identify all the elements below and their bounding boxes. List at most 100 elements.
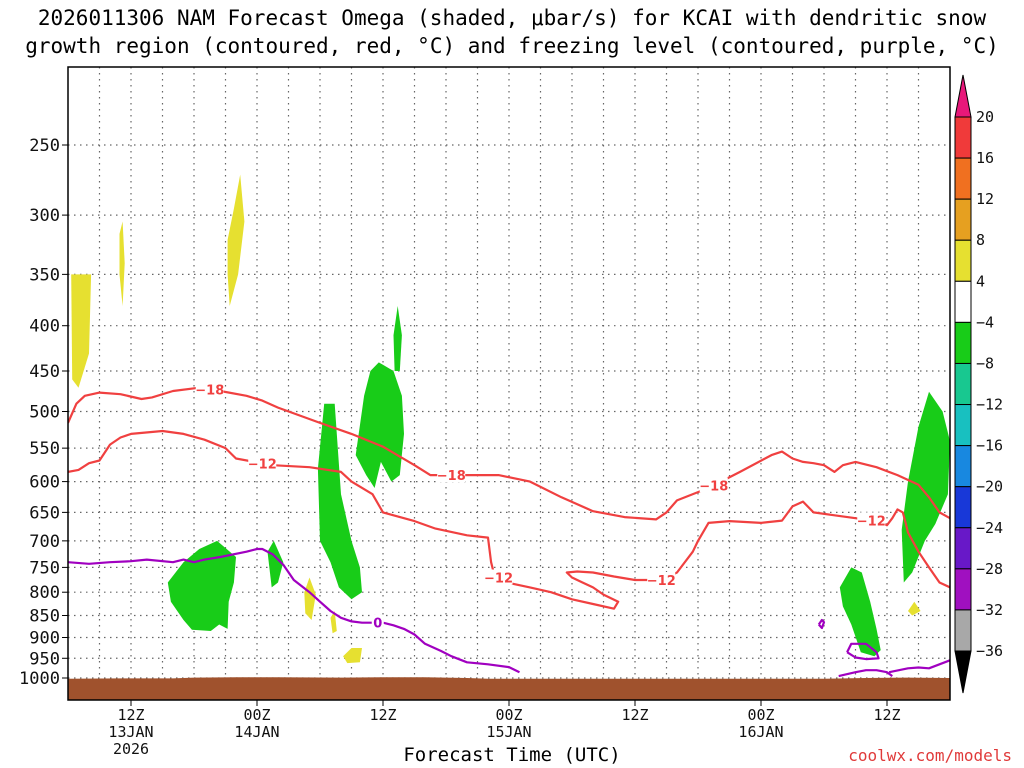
ytick-label-700: 700 [29, 532, 60, 552]
colorbar-swatch-0 [954, 116, 972, 159]
colorbar-swatch-3 [954, 239, 972, 282]
xtick-label-3-1: 15JAN [486, 723, 531, 741]
ytick-label-1000: 1000 [19, 669, 60, 689]
xtick-label-6-0: 12Z [873, 706, 900, 724]
colorbar-swatch-6 [954, 362, 972, 406]
ytick-label-600: 600 [29, 473, 60, 493]
omega-region-8 [267, 540, 284, 588]
omega-region-4 [330, 611, 337, 634]
ytick-label-450: 450 [29, 362, 60, 382]
contour-label-0-0: −18 [195, 383, 224, 398]
x-axis-label: Forecast Time (UTC) [403, 744, 621, 766]
colorbar-label-4: 4 [976, 272, 985, 290]
ytick-label-800: 800 [29, 583, 60, 603]
colorbar-swatch-8 [954, 445, 972, 488]
ytick-label-750: 750 [29, 558, 60, 578]
contour-0-3 [817, 618, 826, 630]
contour-label-bg-0-0 [195, 381, 224, 397]
colorbar-label-12: −32 [976, 601, 1003, 619]
ytick-label-350: 350 [29, 265, 60, 285]
omega-region-3 [304, 577, 316, 620]
contour-label-bg-1-3 [857, 512, 886, 528]
ytick-label-900: 900 [29, 628, 60, 648]
contour-label-bg-1-0 [248, 455, 277, 471]
colorbar-swatch-5 [954, 321, 972, 364]
omega-region-9 [317, 403, 362, 600]
colorbar-label-1: 16 [976, 149, 994, 167]
ytick-label-250: 250 [29, 136, 60, 156]
ytick-label-400: 400 [29, 317, 60, 337]
contour-0-4 [846, 642, 880, 661]
xtick-label-2-0: 12Z [369, 706, 396, 724]
axis-layer: 2503003504004505005506006507007508008509… [19, 66, 951, 758]
colorbar-label-10: −24 [976, 519, 1003, 537]
xtick-label-4-0: 12Z [621, 706, 648, 724]
colorbar-label-8: −16 [976, 437, 1003, 455]
contour-label-1-2: −12 [647, 574, 676, 589]
contour-label-bg-1-1 [484, 569, 513, 585]
colorbar-label-2: 12 [976, 190, 994, 208]
colorbar-label-13: −36 [976, 642, 1003, 660]
omega-region-10 [355, 362, 404, 488]
colorbar-label-5: −4 [976, 313, 994, 331]
colorbar-swatch-11 [954, 568, 972, 611]
colorbar-swatch-12 [954, 609, 972, 652]
contour--18-0 [68, 386, 950, 521]
ytick-label-950: 950 [29, 649, 60, 669]
omega-region-7 [167, 540, 236, 631]
chart-title-line-2: growth region (contoured, red, °C) and f… [25, 34, 999, 58]
contour-0-5 [838, 669, 893, 678]
colorbar-label-9: −20 [976, 478, 1003, 496]
contour-label-1-0: −12 [248, 457, 277, 472]
omega-region-6 [908, 601, 921, 616]
xtick-label-0-2: 2026 [113, 740, 149, 758]
xtick-label-1-1: 14JAN [234, 723, 279, 741]
xtick-label-5-0: 00Z [747, 706, 774, 724]
contour-label-bg-0-2 [699, 477, 728, 493]
ytick-label-650: 650 [29, 503, 60, 523]
terrain [68, 677, 950, 700]
colorbar-label-6: −8 [976, 354, 994, 372]
omega-region-0 [71, 274, 92, 388]
colorbar-swatch-10 [954, 527, 972, 570]
plot-frame [67, 66, 951, 701]
contour-label-bg-1-2 [647, 571, 676, 587]
temperature-contour-layer: −18 −18 −18 −12 −12 −12 −12 0 [68, 381, 950, 678]
contour-label-2-0: 0 [373, 617, 382, 632]
colorbar-extend-top [954, 74, 972, 118]
credit-link[interactable]: coolwx.com/models [848, 746, 1012, 765]
colorbar-label-3: 8 [976, 231, 985, 249]
contour-0-6 [888, 659, 950, 674]
xtick-label-1-0: 00Z [243, 706, 270, 724]
colorbar-swatch-7 [954, 404, 972, 447]
omega-region-13 [901, 391, 950, 583]
omega-region-5 [343, 648, 362, 664]
omega-shading-layer [71, 174, 950, 664]
ytick-label-550: 550 [29, 439, 60, 459]
colorbar: 20 16 12 8 4 −4 −8 −12 −16 −20 −24 −28 −32 −36 [954, 74, 1003, 694]
colorbar-label-0: 20 [976, 108, 994, 126]
contour-label-1-3: −12 [857, 514, 886, 529]
colorbar-swatch-9 [954, 486, 972, 529]
colorbar-label-7: −12 [976, 396, 1003, 414]
xtick-label-3-0: 00Z [495, 706, 522, 724]
colorbar-swatch-1 [954, 157, 972, 200]
omega-region-11 [393, 306, 402, 371]
omega-region-1 [119, 221, 125, 306]
xtick-label-0-0: 12Z [117, 706, 144, 724]
contour-label-0-1: −18 [437, 469, 466, 484]
ytick-label-850: 850 [29, 607, 60, 627]
ytick-label-300: 300 [29, 206, 60, 226]
omega-region-12 [839, 567, 881, 657]
omega-region-2 [227, 174, 245, 306]
terrain-layer [68, 677, 950, 700]
contour-label-0-2: −18 [699, 479, 728, 494]
ytick-label-500: 500 [29, 403, 60, 423]
contour-label-bg-0-1 [437, 467, 466, 483]
colorbar-swatch-2 [954, 198, 972, 241]
contour-label-bg-2-0 [371, 614, 384, 630]
xtick-label-5-1: 16JAN [738, 723, 783, 741]
chart-title-line-1: 2026011306 NAM Forecast Omega (shaded, μ… [37, 6, 987, 30]
contour-label-1-1: −12 [484, 572, 513, 587]
